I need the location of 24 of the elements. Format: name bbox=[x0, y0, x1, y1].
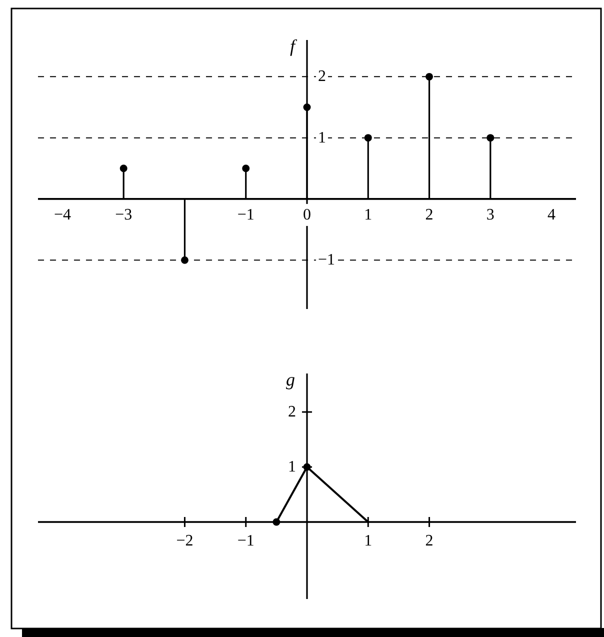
y-tick-label: −1 bbox=[318, 252, 336, 269]
x-tick-label: 1 bbox=[364, 206, 372, 224]
point bbox=[120, 164, 128, 172]
point bbox=[180, 256, 188, 264]
y-axis-title: f bbox=[290, 36, 298, 56]
x-tick-label: −2 bbox=[176, 532, 194, 550]
x-tick-label: 4 bbox=[548, 206, 556, 224]
point bbox=[303, 104, 311, 111]
y-axis-title: g bbox=[286, 370, 295, 390]
x-tick-label: −1 bbox=[237, 206, 254, 224]
point bbox=[242, 164, 250, 172]
x-tick-label: −4 bbox=[54, 206, 71, 224]
point bbox=[426, 72, 434, 80]
y-tick-label: 1 bbox=[318, 129, 326, 146]
point bbox=[486, 134, 494, 142]
y-tick-label: 2 bbox=[318, 68, 326, 86]
x-tick-label: 2 bbox=[425, 206, 434, 224]
x-tick-label: 3 bbox=[486, 206, 494, 224]
x-tick-label: 0 bbox=[303, 206, 311, 224]
x-tick-label: −1 bbox=[237, 532, 254, 550]
x-tick-label: −3 bbox=[115, 206, 132, 224]
x-tick-label: 1 bbox=[364, 532, 372, 550]
point bbox=[364, 134, 372, 142]
x-tick-label: 2 bbox=[425, 532, 434, 550]
